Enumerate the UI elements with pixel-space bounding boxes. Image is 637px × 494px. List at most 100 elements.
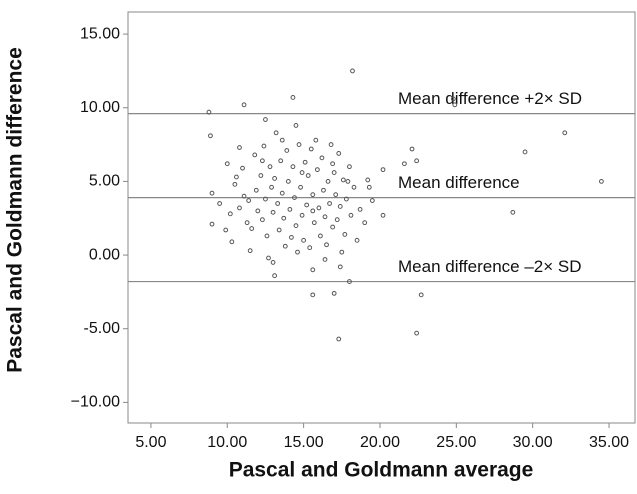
point <box>354 237 360 243</box>
point <box>272 273 278 279</box>
point <box>287 206 293 212</box>
point <box>325 179 331 184</box>
x-tick-label: 20.00 <box>360 434 400 451</box>
point <box>241 102 247 108</box>
point <box>224 161 230 167</box>
point <box>229 239 235 245</box>
point <box>304 202 310 208</box>
point <box>333 192 339 198</box>
point <box>319 155 325 161</box>
plot-frame <box>127 11 636 424</box>
point <box>246 198 252 203</box>
x-tick-label: 35.00 <box>589 434 629 451</box>
point <box>209 221 215 227</box>
point <box>345 179 351 184</box>
x-axis-title: Pascal and Goldmann average <box>229 459 534 482</box>
point <box>293 223 299 229</box>
point <box>331 290 337 296</box>
point <box>281 215 287 221</box>
point <box>272 176 278 181</box>
point <box>409 146 415 152</box>
point <box>302 159 308 165</box>
reference-label: Mean difference –2× SD <box>398 257 582 276</box>
point <box>327 201 332 206</box>
x-tick-label: 10.00 <box>207 434 247 451</box>
point <box>278 158 284 164</box>
y-tick-label: −10.00 <box>71 394 120 411</box>
y-tick-label: 15.00 <box>80 25 120 42</box>
point <box>247 248 253 254</box>
point <box>298 184 303 190</box>
point <box>208 133 213 139</box>
point <box>276 227 282 233</box>
point <box>343 196 349 202</box>
point <box>296 142 302 147</box>
reference-label: Mean difference <box>398 173 520 192</box>
point <box>339 249 345 255</box>
point <box>227 211 233 217</box>
y-tick-label: 0.00 <box>89 246 120 263</box>
point <box>299 170 305 175</box>
x-tick-label: 25.00 <box>436 434 476 451</box>
point <box>321 187 326 193</box>
point <box>217 201 223 206</box>
point <box>334 217 340 223</box>
point <box>311 220 317 226</box>
point <box>240 165 245 171</box>
point <box>337 204 343 209</box>
point <box>414 158 420 164</box>
point <box>402 161 407 167</box>
point <box>270 260 276 265</box>
point <box>290 164 296 170</box>
point <box>330 161 336 167</box>
y-tick-label: 10.00 <box>80 99 120 116</box>
point <box>418 292 424 298</box>
point <box>266 255 271 261</box>
point <box>322 257 328 262</box>
point <box>308 146 314 152</box>
point <box>340 177 346 183</box>
point <box>301 237 307 243</box>
point <box>314 167 320 173</box>
point <box>275 201 281 206</box>
point <box>267 164 273 170</box>
point <box>331 170 337 175</box>
point <box>310 208 316 214</box>
point <box>209 190 215 196</box>
point <box>562 130 568 136</box>
point <box>264 233 270 239</box>
point <box>347 164 352 170</box>
point <box>365 177 371 183</box>
point <box>350 68 355 74</box>
point <box>273 130 279 136</box>
point <box>237 145 242 150</box>
y-axis-title: Pascal and Goldmann difference <box>4 47 27 373</box>
point <box>510 209 516 215</box>
point <box>342 232 348 237</box>
point <box>450 96 456 102</box>
point <box>310 267 316 273</box>
point <box>263 117 268 122</box>
point <box>293 123 299 128</box>
point <box>348 212 354 218</box>
point <box>310 192 316 198</box>
point <box>307 245 313 251</box>
point <box>369 198 375 203</box>
reference-label: Mean difference +2× SD <box>398 89 582 108</box>
point <box>237 205 242 211</box>
point <box>347 279 352 284</box>
point <box>284 148 290 153</box>
point <box>322 214 328 220</box>
point <box>299 212 305 218</box>
point <box>522 149 528 155</box>
point <box>324 242 329 248</box>
point <box>258 173 264 178</box>
point <box>206 109 212 115</box>
point <box>336 336 342 342</box>
point <box>282 243 288 249</box>
point <box>261 143 267 149</box>
point <box>279 190 285 196</box>
point <box>234 174 239 180</box>
point <box>232 181 238 187</box>
